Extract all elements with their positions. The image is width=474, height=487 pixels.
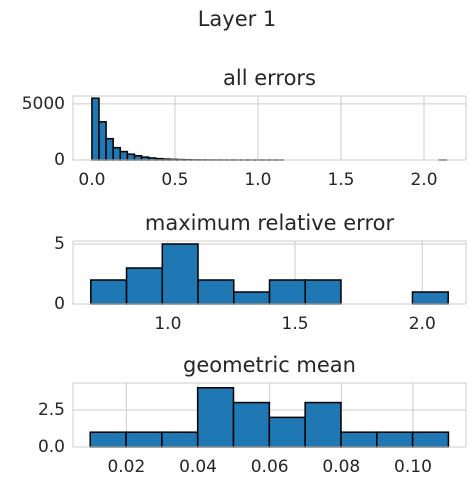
y-tick-label: 0	[54, 150, 65, 170]
chart-title: geometric mean	[183, 353, 356, 377]
bar	[268, 279, 306, 305]
chart-title: maximum relative error	[145, 211, 395, 235]
chart-title: all errors	[223, 66, 316, 90]
bar	[98, 121, 107, 161]
bar	[233, 291, 271, 305]
bar	[196, 386, 235, 448]
bar	[105, 137, 114, 161]
axes-frame	[72, 240, 467, 305]
bar	[161, 243, 199, 305]
bar	[112, 146, 122, 161]
x-tick-label: 0.02	[107, 457, 145, 477]
x-tick-label: 1.5	[282, 314, 309, 334]
bar	[126, 153, 136, 161]
x-tick-label: 2.0	[410, 170, 437, 190]
bar	[304, 401, 342, 448]
y-tick-label: 5000	[22, 94, 65, 114]
bar	[340, 431, 378, 448]
y-tick-label: 0	[54, 294, 65, 314]
bar	[119, 150, 129, 161]
bar	[133, 154, 143, 161]
bar	[197, 279, 235, 305]
axes-frame	[72, 382, 467, 448]
axes-frame	[72, 95, 467, 161]
bar	[90, 279, 128, 305]
bar	[91, 97, 100, 161]
bar	[125, 267, 164, 305]
bar	[89, 431, 127, 448]
y-tick-label: 0.0	[38, 437, 65, 457]
x-tick-label: 2.0	[409, 314, 436, 334]
x-tick-label: 0.04	[179, 457, 217, 477]
bar	[304, 279, 342, 305]
bar	[268, 416, 306, 448]
y-tick-label: 2.5	[38, 400, 65, 420]
x-tick-label: 0.5	[161, 170, 188, 190]
figure-title: Layer 1	[198, 7, 277, 31]
bar	[232, 401, 271, 448]
x-tick-label: 1.5	[327, 170, 354, 190]
x-tick-label: 0.10	[394, 457, 432, 477]
x-tick-label: 0.08	[322, 457, 360, 477]
x-tick-label: 0.06	[251, 457, 289, 477]
x-tick-label: 1.0	[244, 170, 271, 190]
bar	[125, 431, 163, 448]
x-tick-label: 1.0	[154, 314, 181, 334]
plot-area	[73, 96, 466, 160]
bar	[411, 431, 450, 448]
x-tick-label: 0.0	[78, 170, 105, 190]
y-tick-label: 5	[54, 234, 65, 254]
bar	[411, 291, 449, 305]
bar	[161, 431, 199, 448]
bar	[376, 431, 414, 448]
